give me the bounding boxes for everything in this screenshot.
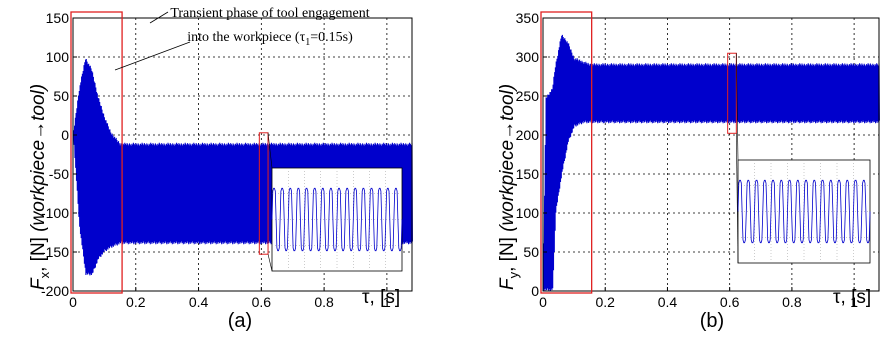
annotation-line2: into the workpiece (τ1=0.15s) [187,30,353,48]
ytick-label: 100 [46,49,70,65]
panel-b: 350 300 250 200 150 100 50 0 0 0.2 0.4 0.6 0.8 1 Fy,… [497,10,880,332]
inset-connector [267,132,273,169]
yticks-a: 150 100 50 0 -50 -100 -150 -200 [41,10,77,299]
xlabel-b: τ, [s] [833,287,871,308]
xtick-label: 1 [383,294,391,310]
ytick-label: 350 [516,10,540,26]
ytick-label: -50 [49,166,69,182]
xtick-label: 0.4 [189,294,209,310]
highlight-box [727,52,737,134]
ytick-label: 200 [516,127,540,143]
xtick-label: 0 [539,294,547,310]
inset-connector [736,53,739,161]
inset-signal [271,187,403,252]
xtick-label: 0.4 [658,294,678,310]
ytick-label: 0 [61,127,69,143]
ytick-label: -100 [41,205,69,221]
axes-frame-a [72,17,413,292]
ylabel-a: Fx, [N] (workpiece→tool) [28,84,52,290]
inset-b [736,53,871,264]
xtick-label: 0.6 [720,294,740,310]
ytick-label: 50 [53,88,69,104]
xtick-label: 0.8 [782,294,802,310]
ytick-label: 0 [531,283,539,299]
xtick-label: 1 [850,294,858,310]
xtick-label: 0 [69,294,77,310]
xtick-label: 0.2 [595,294,615,310]
highlight-box [540,11,593,294]
signal-line [542,34,880,292]
highlights-a [70,11,269,294]
xtick-label: 0.2 [126,294,146,310]
highlights-b [540,11,737,294]
caption-b: (b) [700,310,724,332]
xticks-a: 0 0.2 0.4 0.6 0.8 1 [69,287,391,310]
annotation-leader [114,41,191,71]
yticks-b: 350 300 250 200 150 100 50 0 [516,10,547,299]
ylabel-b: Fy, [N] (workpiece→tool) [497,84,521,290]
ytick-label: 100 [516,205,540,221]
ytick-label: 250 [516,88,540,104]
xtick-label: 0.6 [252,294,272,310]
ytick-label: -150 [41,244,69,260]
inset-connector [736,133,739,264]
ytick-label: 300 [516,49,540,65]
caption-a: (a) [228,310,252,332]
ytick-label: 150 [516,166,540,182]
ytick-label: 150 [46,10,70,26]
axes-frame-b [542,17,880,292]
ytick-label: -200 [41,283,69,299]
xtick-label: 0.8 [314,294,334,310]
highlight-box [258,132,269,255]
inset-signal [737,179,871,244]
ytick-label: 50 [523,244,539,260]
signal-b [542,34,880,292]
inset-a [267,132,403,272]
highlight-box [70,11,123,294]
xticks-b: 0 0.2 0.4 0.6 0.8 1 [539,287,858,310]
xlabel-a: τ, [s] [362,287,400,308]
annotation-line1: Transient phase of tool engagement [170,6,369,21]
inset-connector [267,254,273,272]
annotation-leader-top [149,11,169,24]
